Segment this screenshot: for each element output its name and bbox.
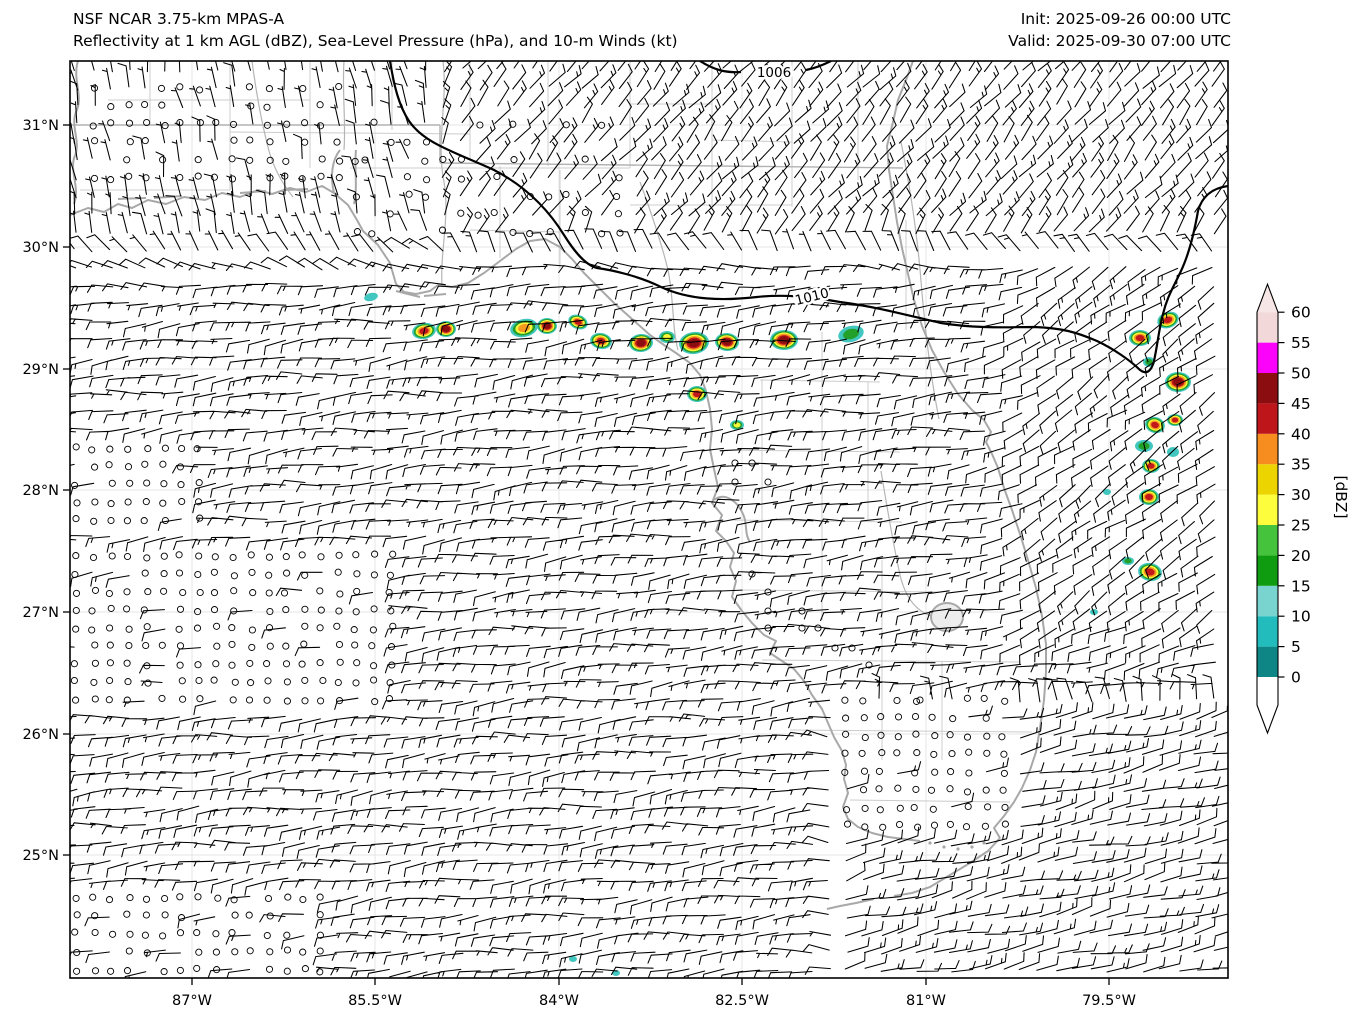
coast-east_coast: [886, 61, 1047, 839]
y-axis-tick-label: 25°N: [22, 848, 59, 864]
colorbar-segment: [1257, 312, 1278, 343]
colorbar-segment: [1257, 464, 1278, 495]
colorbar-segment: [1257, 525, 1278, 556]
colorbar-tick-label: 0: [1291, 669, 1301, 687]
colorbar-segment: [1257, 433, 1278, 465]
figure-subtitle: Reflectivity at 1 km AGL (dBZ), Sea-Leve…: [73, 32, 678, 50]
calm-circles: [70, 83, 1009, 976]
init-time-label: Init: 2025-09-26 00:00 UTC: [1020, 10, 1231, 28]
colorbar-tick-label: 10: [1291, 608, 1311, 626]
coast-gulf_and_west_florida: [70, 185, 921, 842]
colorbar-segment: [1257, 616, 1278, 647]
isobar-1006: [805, 61, 832, 72]
figure-title-block: NSF NCAR 3.75-km MPAS-A Reflectivity at 1…: [73, 8, 678, 52]
colorbar-tick-label: 25: [1291, 517, 1311, 535]
colorbar-tick-label: 40: [1291, 425, 1311, 443]
wind-barb-field: [70, 61, 1228, 978]
x-axis-tick-label: 79.5°W: [1082, 993, 1136, 1009]
colorbar-tick-label: 60: [1291, 304, 1311, 322]
coast-florida_keys: [826, 837, 1001, 910]
isobar-1006: [699, 61, 742, 74]
colorbar-tick-label: 5: [1291, 638, 1301, 656]
y-axis-tick-label: 31°N: [22, 118, 59, 134]
x-axis-tick-label: 84°W: [539, 993, 579, 1009]
colorbar-tick-label: 15: [1291, 577, 1311, 595]
valid-time-label: Valid: 2025-09-30 07:00 UTC: [1008, 32, 1231, 50]
colorbar-segment: [1257, 403, 1278, 434]
y-axis-tick-label: 26°N: [22, 727, 59, 743]
colorbar-outline: [1256, 282, 1279, 735]
colorbar-tick-label: 35: [1291, 456, 1311, 474]
axes: 87°W 85.5°W 84°W 82.5°W 81°W 79.5°W 31°N 30°N 29…: [22, 118, 1136, 1009]
isobar-label-1006: 1006: [757, 65, 791, 81]
colorbar-segment: [1257, 494, 1278, 525]
colorbar-under-arrow: [1257, 705, 1278, 733]
model-title: NSF NCAR 3.75-km MPAS-A: [73, 10, 285, 28]
y-axis-tick-label: 27°N: [22, 605, 59, 621]
colorbar-tick-label: 20: [1291, 547, 1311, 565]
colorbar-tick-label: 55: [1291, 334, 1311, 352]
x-axis-tick-label: 87°W: [172, 993, 212, 1009]
y-axis-tick-label: 28°N: [22, 483, 59, 499]
y-axis-tick-label: 29°N: [22, 362, 59, 378]
x-axis-tick-label: 82.5°W: [715, 993, 769, 1009]
colorbar-segment: [1257, 373, 1278, 404]
colorbar-over-arrow: [1257, 284, 1278, 313]
run-time-block: Init: 2025-09-26 00:00 UTC Valid: 2025-09…: [1008, 8, 1231, 52]
colorbar-tick-label: 45: [1291, 395, 1311, 413]
rivers: [251, 61, 940, 617]
x-axis-tick-label: 81°W: [906, 993, 946, 1009]
coast-tampa_bay: [713, 495, 751, 543]
colorbar-tick-label: 50: [1291, 365, 1311, 383]
isobar-1010: [388, 61, 1228, 374]
state-boundaries: [70, 124, 904, 169]
colorbar-segment: [1257, 555, 1278, 586]
colorbar: 0 5 10 15 20 25 30 35 40 45 50 55 60 [dBZ]: [1256, 282, 1349, 735]
y-axis-tick-label: 30°N: [22, 240, 59, 256]
colorbar-segment: [1257, 646, 1278, 677]
colorbar-tick-label: 30: [1291, 486, 1311, 504]
wind-barbs: [70, 61, 1228, 978]
colorbar-segment: [1257, 342, 1278, 373]
colorbar-axis-label: [dBZ]: [1332, 475, 1349, 518]
graticule: [70, 61, 1228, 978]
plot-border: [69, 60, 1229, 979]
colorbar-segment: [1257, 585, 1278, 617]
x-axis-tick-label: 85.5°W: [348, 993, 402, 1009]
coast-louisiana_marsh: [72, 61, 80, 205]
